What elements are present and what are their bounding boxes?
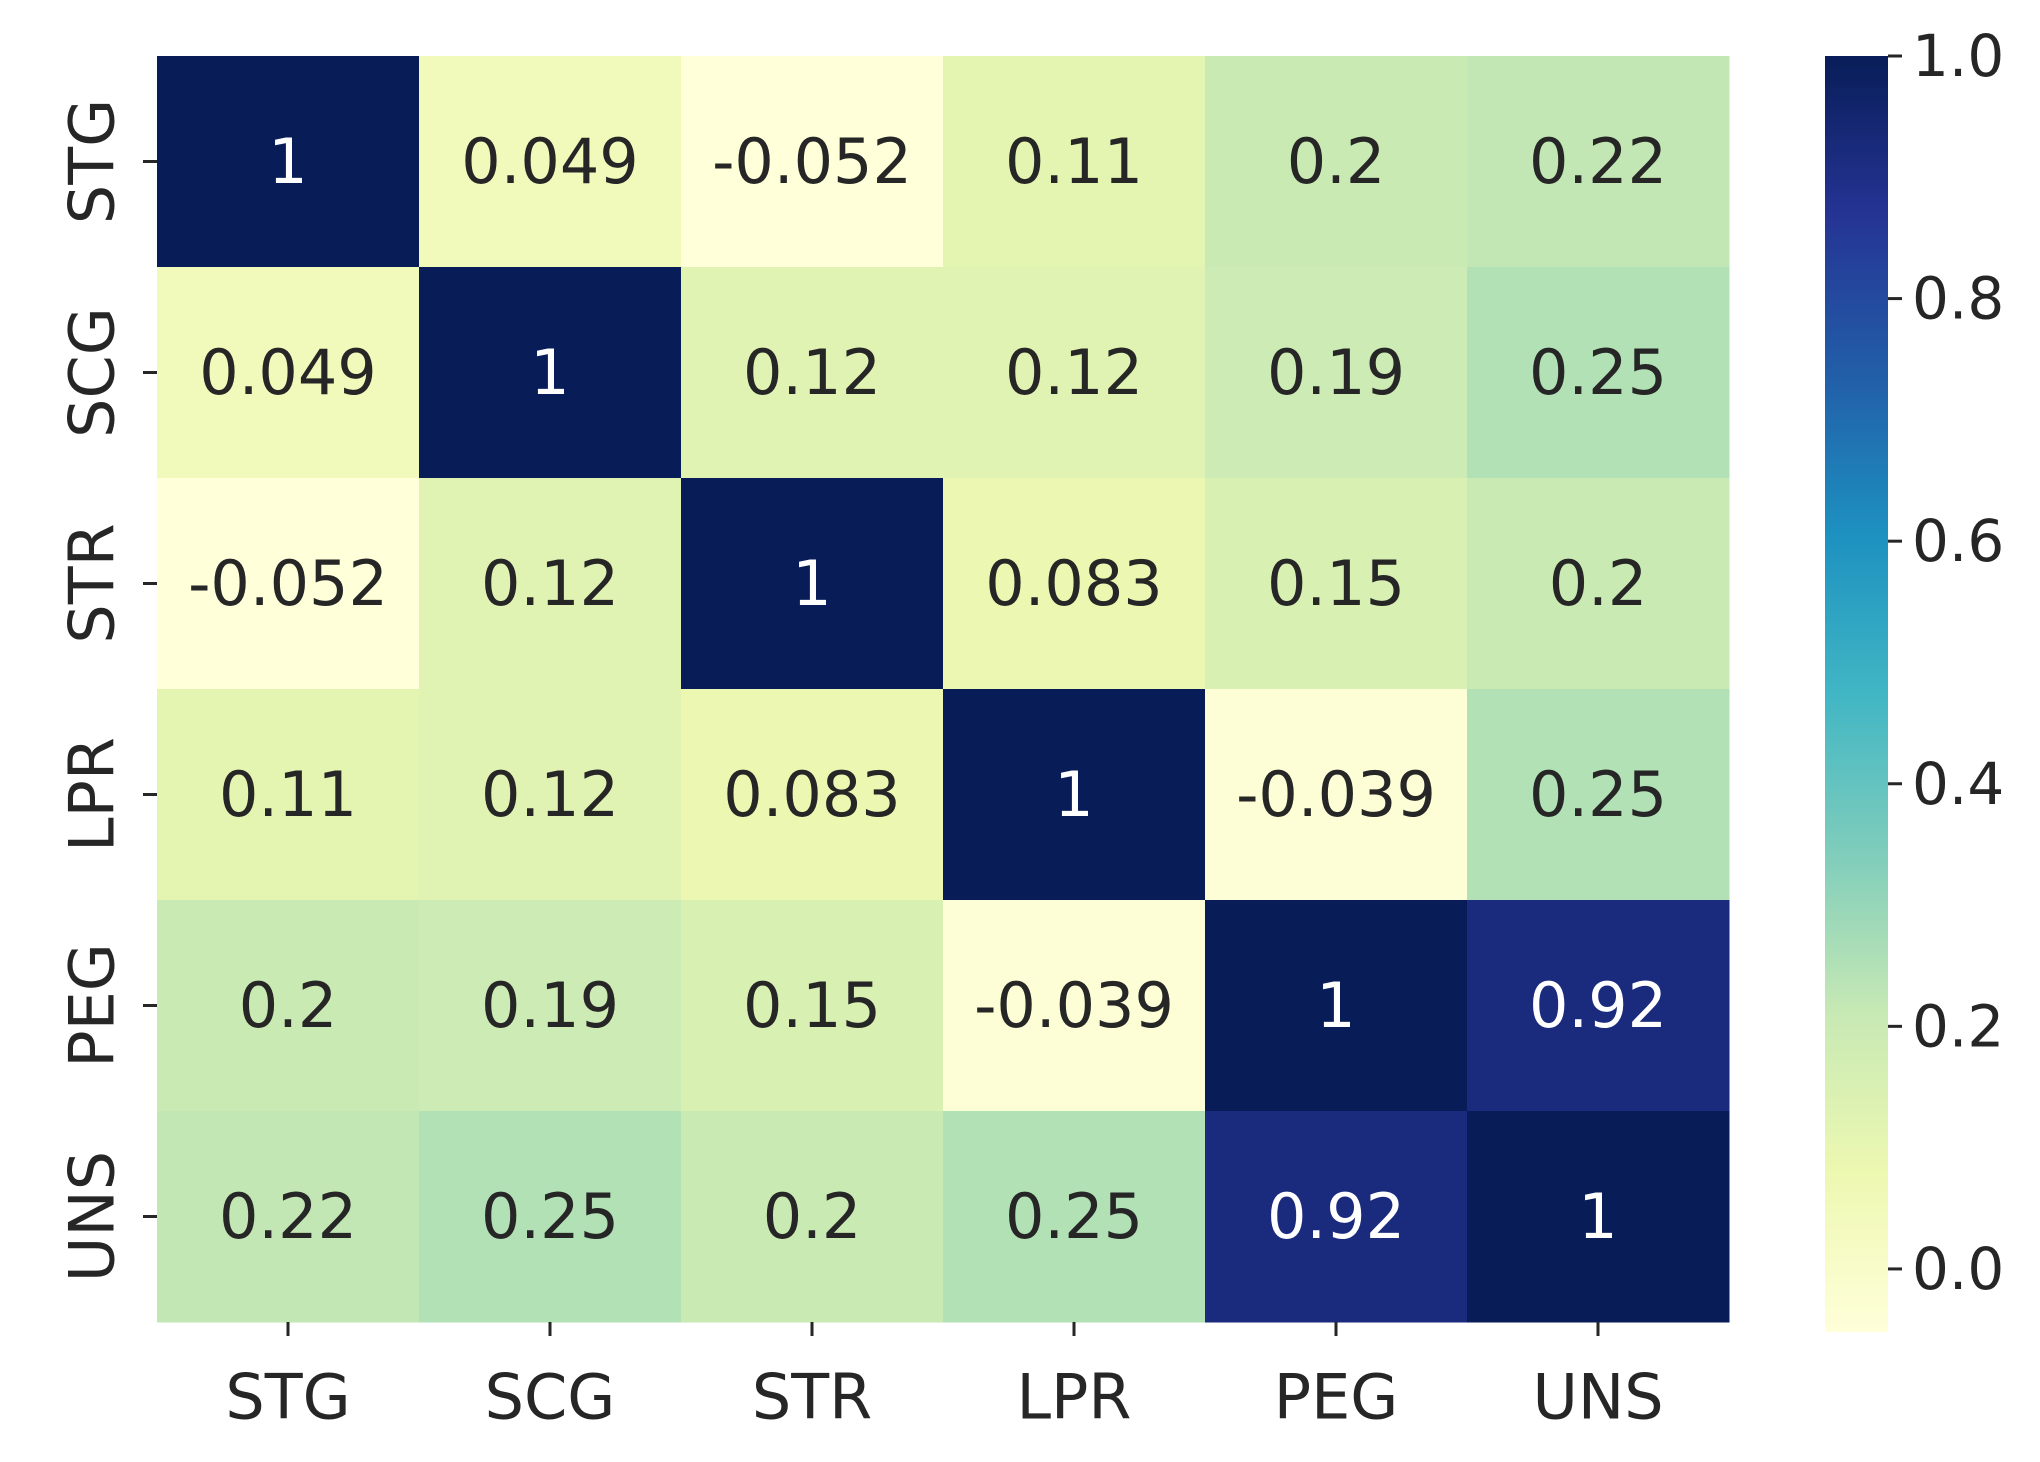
x-tick-label-stg: STG xyxy=(225,1361,350,1434)
cell-annotation-1-0: 0.049 xyxy=(199,336,377,409)
heatmap-cell-3-2 xyxy=(681,689,944,901)
cell-annotation-4-3: -0.039 xyxy=(974,969,1174,1042)
y-tick-label-str: STR xyxy=(56,523,129,643)
cell-annotation-0-5: 0.22 xyxy=(1529,125,1667,198)
colorbar-tick-label-3: 0.6 xyxy=(1912,507,2004,575)
x-tick-label-str: STR xyxy=(752,1361,872,1434)
cell-annotation-4-4: 1 xyxy=(1316,969,1355,1042)
heatmap-cell-1-4 xyxy=(1205,267,1468,479)
cell-annotation-5-3: 0.25 xyxy=(1005,1180,1143,1253)
cell-annotation-1-1: 1 xyxy=(530,336,569,409)
cell-annotation-0-0: 1 xyxy=(268,125,307,198)
cell-annotation-5-4: 0.92 xyxy=(1267,1180,1405,1253)
x-tick-label-scg: SCG xyxy=(485,1361,616,1434)
heatmap-cell-2-5 xyxy=(1467,478,1730,690)
cell-annotation-2-0: -0.052 xyxy=(188,547,388,620)
cell-annotation-2-2: 1 xyxy=(792,547,831,620)
x-tick-label-uns: UNS xyxy=(1532,1361,1663,1434)
cell-annotation-5-5: 1 xyxy=(1578,1180,1617,1253)
heatmap-cell-2-2 xyxy=(681,478,944,690)
heatmap-cell-1-2 xyxy=(681,267,944,479)
cell-annotation-3-0: 0.11 xyxy=(219,758,357,831)
y-tick-label-peg: PEG xyxy=(56,943,129,1068)
heatmap-cell-3-1 xyxy=(419,689,682,901)
heatmap-cell-0-4 xyxy=(1205,56,1468,268)
y-tick-label-lpr: LPR xyxy=(56,737,129,852)
cell-annotation-3-5: 0.25 xyxy=(1529,758,1667,831)
cell-annotation-0-1: 0.049 xyxy=(461,125,639,198)
cell-annotation-5-0: 0.22 xyxy=(219,1180,357,1253)
heatmap-cells xyxy=(157,56,1730,1323)
x-tick-label-peg: PEG xyxy=(1274,1361,1399,1434)
cell-annotation-0-4: 0.2 xyxy=(1287,125,1386,198)
cell-annotation-5-2: 0.2 xyxy=(763,1180,862,1253)
heatmap-cell-5-3 xyxy=(943,1111,1206,1323)
heatmap-cell-2-4 xyxy=(1205,478,1468,690)
cell-annotation-5-1: 0.25 xyxy=(481,1180,619,1253)
heatmap-cell-3-5 xyxy=(1467,689,1730,901)
y-tick-label-stg: STG xyxy=(56,99,129,224)
cell-annotation-4-1: 0.19 xyxy=(481,969,619,1042)
colorbar-tick-label-1: 0.2 xyxy=(1912,992,2004,1060)
heatmap-cell-4-4 xyxy=(1205,900,1468,1112)
heatmap-cell-2-1 xyxy=(419,478,682,690)
heatmap-cell-3-0 xyxy=(157,689,420,901)
cell-annotation-1-3: 0.12 xyxy=(1005,336,1143,409)
heatmap-cell-1-3 xyxy=(943,267,1206,479)
cell-annotation-4-5: 0.92 xyxy=(1529,969,1667,1042)
heatmap-cell-1-5 xyxy=(1467,267,1730,479)
heatmap-cell-1-1 xyxy=(419,267,682,479)
cell-annotation-2-4: 0.15 xyxy=(1267,547,1405,620)
heatmap-cell-3-4 xyxy=(1205,689,1468,901)
heatmap-cell-2-0 xyxy=(157,478,420,690)
heatmap-cell-4-1 xyxy=(419,900,682,1112)
heatmap-cell-1-0 xyxy=(157,267,420,479)
cell-annotation-1-5: 0.25 xyxy=(1529,336,1667,409)
heatmap-cell-0-1 xyxy=(419,56,682,268)
heatmap-cell-4-0 xyxy=(157,900,420,1112)
cell-annotation-3-1: 0.12 xyxy=(481,758,619,831)
heatmap-cell-2-3 xyxy=(943,478,1206,690)
cell-annotation-2-1: 0.12 xyxy=(481,547,619,620)
x-tick-label-lpr: LPR xyxy=(1016,1361,1131,1434)
heatmap-cell-4-5 xyxy=(1467,900,1730,1112)
y-tick-label-uns: UNS xyxy=(56,1151,129,1282)
colorbar-tick-label-4: 0.8 xyxy=(1912,265,2004,333)
cell-annotation-4-2: 0.15 xyxy=(743,969,881,1042)
cell-annotation-4-0: 0.2 xyxy=(239,969,338,1042)
heatmap-cell-5-1 xyxy=(419,1111,682,1323)
heatmap-cell-0-5 xyxy=(1467,56,1730,268)
y-axis: STG SCG STR LPR PEG UNS xyxy=(56,99,157,1282)
colorbar: 0.0 0.2 0.4 0.6 0.8 1.0 xyxy=(1825,22,2004,1332)
heatmap-annotations: 1 0.049 -0.052 0.11 0.2 0.22 0.049 1 0.12 0.12 0.1… xyxy=(188,125,1667,1253)
heatmap-cell-4-2 xyxy=(681,900,944,1112)
cell-annotation-1-4: 0.19 xyxy=(1267,336,1405,409)
colorbar-tick-label-2: 0.4 xyxy=(1912,750,2004,818)
heatmap-cell-0-3 xyxy=(943,56,1206,268)
cell-annotation-3-4: -0.039 xyxy=(1236,758,1436,831)
heatmap-cell-3-3 xyxy=(943,689,1206,901)
heatmap-cell-4-3 xyxy=(943,900,1206,1112)
colorbar-gradient xyxy=(1825,56,1888,1332)
heatmap-cell-0-2 xyxy=(681,56,944,268)
colorbar-tick-label-0: 0.0 xyxy=(1912,1235,2004,1303)
heatmap-cell-5-0 xyxy=(157,1111,420,1323)
x-axis: STG SCG STR LPR PEG UNS xyxy=(225,1322,1664,1434)
cell-annotation-1-2: 0.12 xyxy=(743,336,881,409)
heatmap-cell-5-5 xyxy=(1467,1111,1730,1323)
cell-annotation-2-5: 0.2 xyxy=(1549,547,1648,620)
cell-annotation-3-3: 1 xyxy=(1054,758,1093,831)
heatmap-cell-5-2 xyxy=(681,1111,944,1323)
cell-annotation-3-2: 0.083 xyxy=(723,758,901,831)
cell-annotation-0-2: -0.052 xyxy=(712,125,912,198)
cell-annotation-2-3: 0.083 xyxy=(985,547,1163,620)
colorbar-tick-label-5: 1.0 xyxy=(1912,22,2004,90)
heatmap-cell-0-0 xyxy=(157,56,420,268)
cell-annotation-0-3: 0.11 xyxy=(1005,125,1143,198)
heatmap-cell-5-4 xyxy=(1205,1111,1468,1323)
y-tick-label-scg: SCG xyxy=(56,307,129,438)
